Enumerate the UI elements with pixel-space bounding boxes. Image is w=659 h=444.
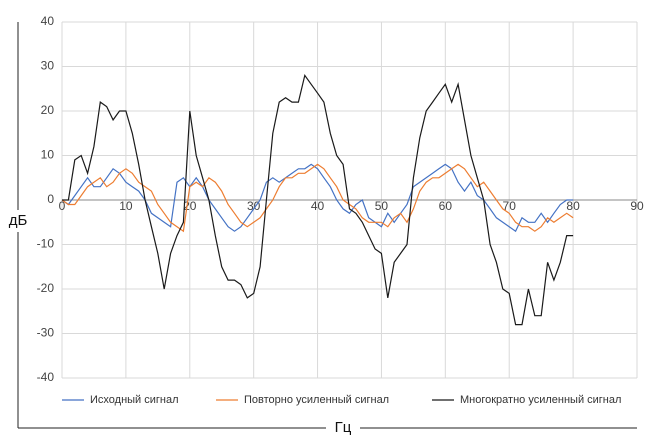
series-line [62,73,574,326]
y-tick-label: 20 [41,103,55,117]
y-axis-label: дБ [9,212,28,229]
x-tick-label: 50 [375,199,389,213]
x-tick-label: 90 [630,199,644,213]
series-line [61,163,574,233]
y-tick-label: -20 [37,281,55,295]
legend-label: Повторно усиленный сигнал [244,394,389,406]
y-tick-label: 0 [47,192,54,206]
y-tick-label: -40 [37,370,55,384]
x-tick-label: 60 [439,199,453,213]
series-line [61,163,574,233]
legend-label: Исходный сигнал [90,394,179,406]
label-bg [6,210,32,232]
y-tick-label: -10 [37,237,55,251]
y-tick-label: 10 [41,148,55,162]
y-tick-label: -30 [37,326,55,340]
x-tick-label: 80 [566,199,580,213]
x-tick-label: 30 [247,199,261,213]
x-tick-label: 10 [119,199,133,213]
y-tick-label: 30 [41,59,55,73]
legend-label: Многократно усиленный сигнал [460,394,621,406]
x-tick-label: 70 [503,199,517,213]
x-tick-label: 0 [59,199,66,213]
y-tick-label: 40 [41,14,55,28]
x-tick-label: 40 [311,199,325,213]
x-axis-label: Гц [335,419,352,436]
